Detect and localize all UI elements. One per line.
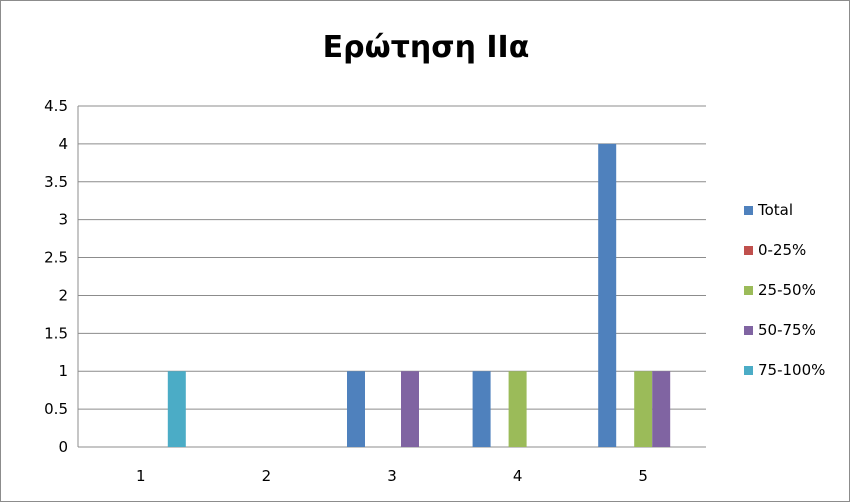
legend-swatch: [744, 205, 753, 215]
y-tick-label: 1.5: [44, 324, 68, 342]
y-tick-label: 3.5: [44, 173, 68, 191]
legend-label: 0-25%: [758, 241, 807, 259]
bar-25-50--5: [634, 371, 653, 447]
legend-label: Total: [758, 201, 794, 219]
legend-item: 75-100%: [744, 360, 825, 380]
legend-item: 0-25%: [744, 240, 806, 260]
legend-swatch: [744, 325, 753, 335]
x-tick-label: 4: [513, 467, 523, 485]
bar-25-50--4: [508, 371, 527, 447]
chart-title: Ερώτηση IIα: [322, 30, 530, 65]
x-tick-label: 3: [387, 467, 397, 485]
bar-total-3: [347, 371, 365, 447]
y-tick-label: 3: [58, 211, 68, 229]
y-tick-label: 1: [58, 362, 68, 380]
y-tick-label: 0.5: [44, 400, 68, 418]
y-tick-label: 2.5: [44, 249, 68, 267]
y-tick-label: 2: [58, 286, 68, 304]
y-tick-label: 0: [58, 438, 68, 456]
y-tick-label: 4: [58, 135, 68, 153]
x-tick-label: 2: [262, 467, 272, 485]
legend-item: Total: [744, 200, 793, 220]
bar-50-75--3: [401, 371, 419, 447]
legend-label: 25-50%: [758, 281, 816, 299]
x-tick-label: 1: [136, 467, 146, 485]
bar-total-5: [598, 143, 617, 447]
legend-swatch: [744, 365, 753, 375]
legend-label: 50-75%: [758, 321, 816, 339]
legend-swatch: [744, 285, 753, 295]
y-tick-label: 4.5: [44, 97, 68, 115]
bar-total-4: [472, 371, 491, 447]
bar-50-75--5: [652, 371, 671, 447]
legend-label: 75-100%: [758, 361, 826, 379]
legend-item: 25-50%: [744, 280, 816, 300]
bar-75-100--1: [167, 371, 186, 447]
legend-item: 50-75%: [744, 320, 816, 340]
legend-swatch: [744, 245, 753, 255]
x-tick-label: 5: [638, 467, 648, 485]
